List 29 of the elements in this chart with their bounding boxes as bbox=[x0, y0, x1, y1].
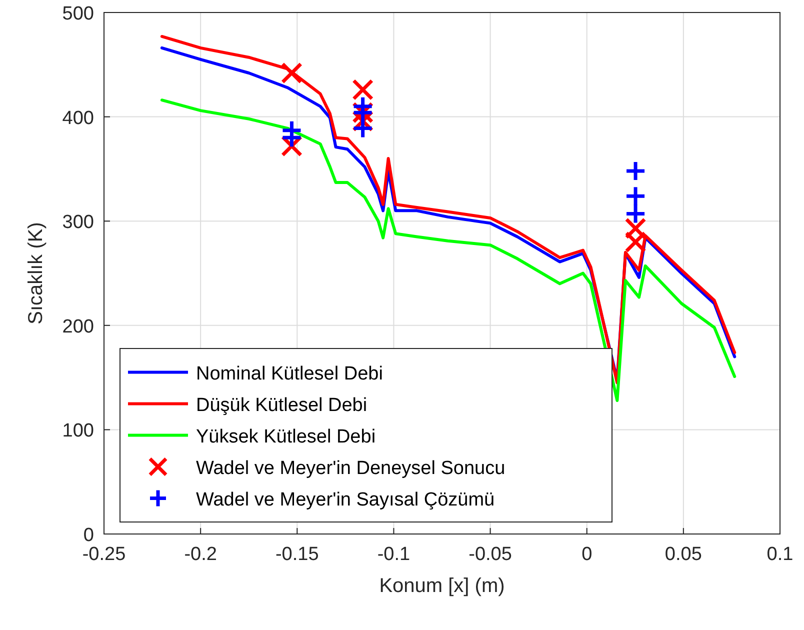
point bbox=[352, 78, 374, 100]
legend-label: Düşük Kütlesel Debi bbox=[196, 394, 368, 416]
y-tick-label: 0 bbox=[83, 525, 94, 546]
y-tick-label: 100 bbox=[62, 420, 94, 442]
y-tick-label: 300 bbox=[62, 212, 94, 234]
y-axis-title: Sıcaklık (K) bbox=[25, 222, 47, 324]
legend-label: Wadel ve Meyer'in Deneysel Sonucu bbox=[196, 458, 506, 479]
point bbox=[624, 185, 646, 207]
point bbox=[624, 160, 646, 182]
x-tick-label: 0.05 bbox=[664, 544, 702, 565]
point bbox=[280, 62, 302, 84]
x-tick-label: -0.05 bbox=[468, 544, 512, 565]
point bbox=[624, 203, 646, 225]
y-tick-label: 200 bbox=[62, 316, 94, 338]
y-tick-label: 400 bbox=[62, 108, 94, 129]
x-tick-label: 0.1 bbox=[766, 544, 794, 565]
point bbox=[624, 231, 646, 253]
legend-label: Wadel ve Meyer'in Sayısal Çözümü bbox=[196, 489, 495, 510]
x-tick-label: -0.2 bbox=[184, 544, 217, 565]
legend-label: Yüksek Kütlesel Debi bbox=[196, 426, 376, 448]
y-tick-label: 500 bbox=[62, 4, 94, 24]
legend-label: Nominal Kütlesel Debi bbox=[196, 363, 383, 384]
x-tick-label: -0.15 bbox=[275, 544, 319, 565]
point bbox=[352, 118, 374, 140]
point bbox=[624, 218, 646, 240]
x-tick-label: -0.25 bbox=[82, 544, 126, 565]
x-axis-title: Konum [x] (m) bbox=[379, 575, 505, 597]
x-tick-label: 0 bbox=[582, 544, 592, 565]
x-tick-label: -0.1 bbox=[377, 544, 410, 565]
